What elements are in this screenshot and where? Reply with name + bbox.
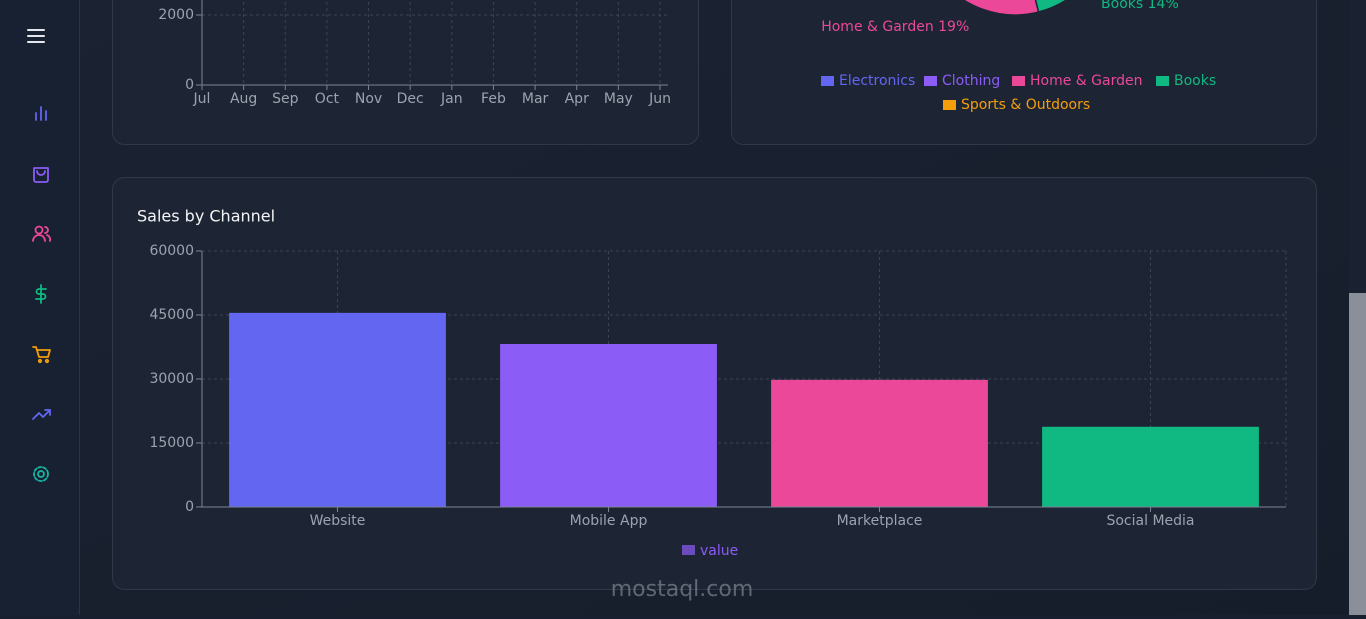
y-tick-label: 2000 [158, 7, 194, 23]
x-tick-label: Website [310, 513, 366, 529]
chart-title: Sales by Channel [137, 207, 275, 226]
x-tick-label: Jun [648, 91, 671, 107]
nav-customers[interactable] [32, 225, 52, 242]
x-tick-label: Apr [565, 91, 589, 107]
nav-orders[interactable] [32, 346, 51, 364]
x-tick-label: Mobile App [570, 513, 648, 529]
x-tick-label: Social Media [1106, 513, 1194, 529]
legend-swatch [682, 545, 695, 555]
x-tick-label: Marketplace [837, 513, 923, 529]
nav-revenue[interactable] [35, 284, 47, 304]
legend-swatch [1012, 76, 1025, 86]
bar[interactable] [229, 312, 446, 507]
pie-slice [962, 0, 1040, 16]
pie-label: Books 14% [1101, 0, 1179, 12]
bar[interactable] [1042, 426, 1259, 507]
x-tick-label: Sep [272, 91, 299, 107]
y-tick-label: 0 [185, 499, 194, 515]
legend-swatch [1156, 76, 1169, 86]
x-tick-label: Jan [440, 91, 463, 107]
x-tick-label: Feb [481, 91, 506, 107]
menu-button[interactable] [27, 29, 45, 43]
legend-swatch [943, 100, 956, 110]
y-tick-label: 0 [185, 77, 194, 93]
legend-swatch [924, 76, 937, 86]
y-tick-label: 30000 [149, 371, 194, 387]
nav-products[interactable] [33, 167, 49, 183]
legend-label[interactable]: Sports & Outdoors [961, 97, 1090, 113]
legend-label[interactable]: Books [1174, 73, 1216, 89]
legend-label[interactable]: Clothing [942, 73, 1000, 89]
x-tick-label: Dec [397, 91, 424, 107]
y-tick-label: 45000 [149, 307, 194, 323]
pie-slice [1034, 0, 1068, 13]
bar[interactable] [500, 344, 717, 507]
watermark: mostaql.com [611, 577, 754, 602]
nav-trends[interactable] [32, 409, 51, 420]
sidebar [0, 0, 80, 615]
bar[interactable] [771, 379, 988, 507]
x-tick-label: May [604, 91, 633, 107]
nav-settings[interactable] [33, 466, 49, 482]
legend-label[interactable]: value [700, 543, 738, 559]
y-tick-label: 15000 [149, 435, 194, 451]
x-tick-label: Mar [522, 91, 549, 107]
card-monthly [112, 0, 699, 145]
pie-label: Home & Garden 19% [821, 19, 969, 35]
legend-label[interactable]: Home & Garden [1030, 73, 1142, 89]
nav-analytics[interactable] [35, 106, 47, 121]
y-tick-label: 60000 [149, 243, 194, 259]
x-tick-label: Aug [230, 91, 257, 107]
legend-label[interactable]: Electronics [839, 73, 915, 89]
x-tick-label: Nov [355, 91, 382, 107]
card-category [731, 0, 1317, 145]
legend-swatch [821, 76, 834, 86]
x-tick-label: Oct [315, 91, 340, 107]
x-tick-label: Jul [193, 91, 211, 107]
scrollbar-thumb[interactable] [1349, 293, 1366, 615]
